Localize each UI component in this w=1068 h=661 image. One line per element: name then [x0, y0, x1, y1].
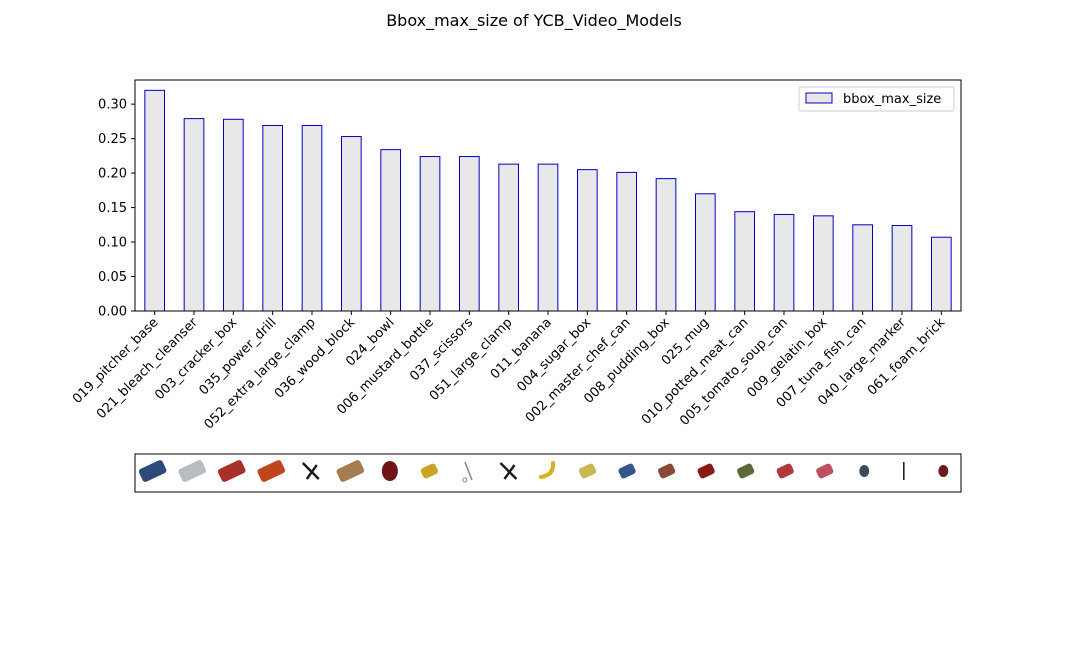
bar-036_wood_block: [341, 136, 362, 312]
cracker-box-icon-shape: [217, 460, 246, 482]
power-drill-icon-shape: [257, 460, 286, 482]
thumbnails-group: [138, 460, 949, 483]
clamp-icon-shape: [301, 462, 320, 480]
power-drill-icon: [257, 460, 286, 482]
legend-box: [798, 86, 955, 112]
bar-035_power_drill: [262, 125, 283, 312]
y-tick-label: 0.25: [98, 132, 127, 147]
banana-icon-shape: [539, 461, 556, 479]
chart-title: Bbox_max_size of YCB_Video_Models: [386, 11, 682, 31]
bar-019_pitcher_base: [144, 89, 166, 312]
gelatin-box-icon-shape: [816, 463, 834, 479]
meat-can-icon-shape: [737, 463, 755, 479]
bar-051_large_clamp: [498, 163, 519, 312]
legend-swatch: [805, 92, 833, 104]
banana-icon: [539, 461, 556, 479]
mustard-bottle-icon-shape: [420, 463, 438, 479]
soup-can-icon: [776, 463, 794, 479]
coffee-can-icon: [618, 463, 636, 479]
y-tick-label: 0.10: [98, 236, 127, 251]
bar-005_tomato_soup_can: [773, 213, 795, 312]
meat-can-icon: [737, 463, 755, 479]
scissors-icon-shape: [464, 461, 473, 481]
clamp-icon: [301, 462, 320, 480]
bleach-bottle-icon: [178, 460, 206, 482]
bar-008_pudding_box: [655, 178, 677, 312]
scissors-icon-loop: [462, 477, 468, 483]
clamp-icon-shape: [499, 462, 518, 480]
bleach-bottle-icon-shape: [178, 460, 206, 482]
bar-002_master_chef_can: [616, 171, 638, 312]
pitcher-icon-shape: [138, 460, 167, 482]
soup-can-icon-shape: [776, 463, 794, 479]
bar-004_sugar_box: [577, 169, 598, 312]
pudding-box-icon: [658, 463, 676, 479]
mustard-bottle-icon: [420, 463, 438, 479]
tuna-can-icon: [859, 465, 870, 477]
sugar-box-icon-shape: [578, 463, 597, 479]
bowl-icon-shape: [381, 461, 398, 481]
bar-003_cracker_box: [223, 118, 244, 312]
y-tick-label: 0.20: [98, 167, 127, 182]
cracker-box-icon: [217, 460, 246, 482]
scissors-icon: [462, 461, 473, 483]
x-axis: 019_pitcher_base021_bleach_cleanser003_c…: [70, 311, 948, 432]
wood-block-icon: [336, 460, 365, 482]
bar-021_bleach_cleanser: [183, 118, 205, 312]
bar-009_gelatin_box: [813, 215, 834, 312]
pitcher-icon: [138, 460, 167, 482]
bar-006_mustard_bottle: [419, 156, 441, 312]
sugar-box-icon: [578, 463, 597, 479]
tuna-can-icon-shape: [859, 465, 870, 477]
legend: bbox_max_size: [798, 86, 955, 112]
bar-024_bowl: [380, 149, 401, 312]
bar-037_scissors: [459, 156, 480, 312]
gelatin-box-icon: [816, 463, 834, 479]
wood-block-icon-shape: [336, 460, 365, 482]
coffee-can-icon-shape: [618, 463, 636, 479]
y-tick-label: 0.30: [98, 98, 127, 113]
bar-040_large_marker: [891, 225, 913, 312]
y-tick-label: 0.05: [98, 270, 127, 285]
mug-icon: [697, 463, 715, 479]
y-axis: 0.00 0.05 0.10 0.15 0.20 0.25 0.30: [98, 98, 135, 320]
bar-010_potted_meat_can: [734, 211, 756, 312]
bar-061_foam_brick: [931, 236, 952, 312]
bar-007_tuna_fish_can: [852, 224, 874, 312]
bar-052_extra_large_clamp: [301, 125, 323, 312]
bar-025_mug: [695, 193, 716, 312]
clamp-icon: [499, 462, 518, 480]
pudding-box-icon-shape: [658, 463, 676, 479]
bar-011_banana: [537, 163, 559, 312]
mug-icon-shape: [697, 463, 715, 479]
y-tick-label: 0.00: [98, 305, 127, 320]
bowl-icon: [381, 461, 398, 481]
legend-label: bbox_max_size: [843, 92, 941, 107]
foam-brick-icon-shape: [938, 465, 949, 477]
bars-group: [144, 89, 952, 312]
y-tick-label: 0.15: [98, 201, 127, 216]
foam-brick-icon: [938, 465, 949, 477]
